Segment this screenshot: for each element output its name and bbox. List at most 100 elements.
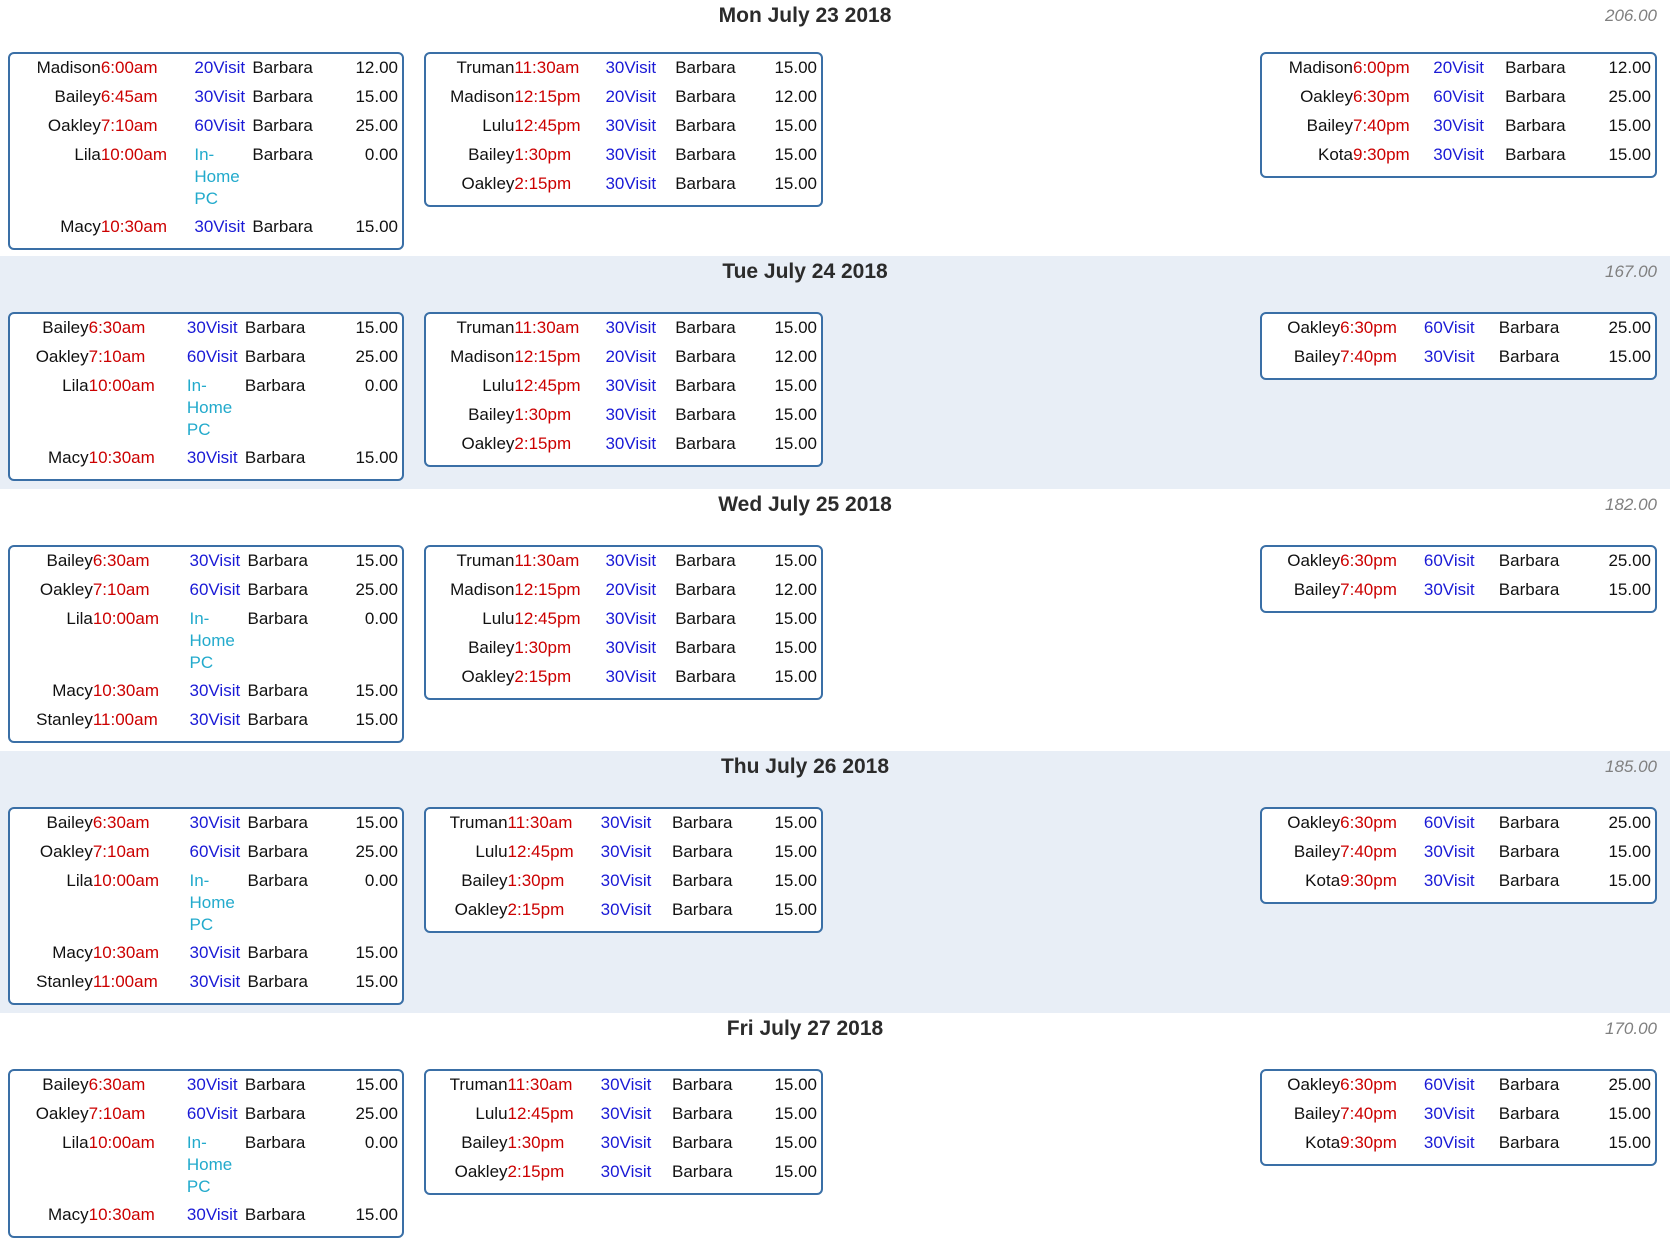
appointment-row[interactable]: Oakley 2:15pm 30Visit Barbara 15.00 [426, 1161, 817, 1190]
service-type[interactable]: 30Visit [1423, 1133, 1475, 1152]
service-type[interactable]: 30Visit [1433, 116, 1484, 135]
service-type[interactable]: 30Visit [194, 87, 246, 106]
service-type[interactable]: 30Visit [600, 1075, 652, 1094]
appointment-time[interactable]: 7:10am [92, 842, 150, 861]
appointment-time[interactable]: 12:45pm [514, 609, 581, 628]
pet-name[interactable]: Oakley [1300, 87, 1353, 106]
pet-name[interactable]: Truman [449, 1075, 508, 1094]
service-type[interactable]: 30Visit [189, 943, 241, 962]
service-type[interactable]: 30Visit [1423, 842, 1475, 861]
appointment-time[interactable]: 11:30am [514, 551, 580, 570]
pet-name[interactable]: Truman [449, 813, 508, 832]
appointment-time[interactable]: 6:30pm [1352, 87, 1410, 106]
appointment-row[interactable]: Macy 10:30am 30Visit Barbara 15.00 [10, 680, 398, 709]
appointment-row[interactable]: Bailey 1:30pm 30Visit Barbara 15.00 [426, 870, 817, 899]
service-type[interactable]: 30Visit [189, 551, 241, 570]
pet-name[interactable]: Bailey [42, 318, 89, 337]
appointment-time[interactable]: 12:45pm [514, 376, 581, 395]
appointment-box-morning[interactable]: Bailey 6:30am 30Visit Barbara 15.00 Oakley 7:1… [8, 807, 404, 1005]
appointment-row[interactable]: Madison 12:15pm 20Visit Barbara 12.00 [426, 346, 817, 375]
appointment-time[interactable]: 9:30pm [1340, 871, 1397, 890]
service-type[interactable]: 30Visit [189, 710, 241, 729]
appointment-row[interactable]: Oakley 7:10am 60Visit Barbara 25.00 [10, 1103, 398, 1132]
service-type[interactable]: 60Visit [189, 580, 241, 599]
pet-name[interactable]: Bailey [42, 1075, 89, 1094]
appointment-row[interactable]: Lulu 12:45pm 30Visit Barbara 15.00 [426, 115, 817, 144]
pet-name[interactable]: Oakley [461, 174, 515, 193]
service-type[interactable]: 30Visit [186, 1205, 238, 1224]
pet-name[interactable]: Oakley [39, 580, 93, 599]
pet-name[interactable]: Lila [66, 609, 93, 628]
appointment-time[interactable]: 2:15pm [507, 900, 565, 919]
appointment-box-midday[interactable]: Truman 11:30am 30Visit Barbara 15.00 Lulu 12:4… [424, 1069, 823, 1195]
pet-name[interactable]: Oakley [454, 1162, 508, 1181]
appointment-time[interactable]: 10:00am [100, 145, 167, 164]
appointment-row[interactable]: Madison 6:00am 20Visit Barbara 12.00 [10, 57, 398, 86]
pet-name[interactable]: Oakley [1287, 551, 1341, 570]
appointment-row[interactable]: Oakley 6:30pm 60Visit Barbara 25.00 [1262, 317, 1651, 346]
appointment-time[interactable]: 6:30pm [1340, 318, 1397, 337]
appointment-row[interactable]: Lila 10:00am In-Home PC Barbara 0.00 [10, 144, 398, 216]
appointment-time[interactable]: 12:15pm [514, 347, 581, 366]
appointment-time[interactable]: 7:40pm [1352, 116, 1410, 135]
service-type[interactable]: 30Visit [1423, 580, 1475, 599]
service-type[interactable]: 30Visit [600, 1162, 652, 1181]
service-type[interactable]: 30Visit [1423, 347, 1475, 366]
pet-name[interactable]: Oakley [35, 1104, 89, 1123]
appointment-row[interactable]: Oakley 2:15pm 30Visit Barbara 15.00 [426, 173, 817, 202]
appointment-row[interactable]: Kota 9:30pm 30Visit Barbara 15.00 [1262, 144, 1651, 173]
pet-name[interactable]: Bailey [468, 638, 515, 657]
appointment-row[interactable]: Lulu 12:45pm 30Visit Barbara 15.00 [426, 375, 817, 404]
appointment-row[interactable]: Oakley 7:10am 60Visit Barbara 25.00 [10, 346, 398, 375]
service-type[interactable]: In-Home PC [194, 145, 240, 208]
service-type[interactable]: 20Visit [605, 87, 657, 106]
appointment-time[interactable]: 2:15pm [514, 667, 572, 686]
service-type[interactable]: In-Home PC [186, 1133, 233, 1196]
appointment-row[interactable]: Lulu 12:45pm 30Visit Barbara 15.00 [426, 608, 817, 637]
appointment-time[interactable]: 6:30am [88, 318, 146, 337]
service-type[interactable]: In-Home PC [189, 871, 235, 934]
appointment-row[interactable]: Oakley 6:30pm 60Visit Barbara 25.00 [1262, 812, 1651, 841]
appointment-box-morning[interactable]: Bailey 6:30am 30Visit Barbara 15.00 Oakley 7:1… [8, 545, 404, 743]
service-type[interactable]: 30Visit [605, 145, 657, 164]
pet-name[interactable]: Oakley [47, 116, 101, 135]
appointment-time[interactable]: 12:15pm [514, 87, 581, 106]
pet-name[interactable]: Lulu [482, 116, 515, 135]
service-type[interactable]: 20Visit [1433, 58, 1484, 77]
appointment-row[interactable]: Oakley 6:30pm 60Visit Barbara 25.00 [1262, 550, 1651, 579]
appointment-box-evening[interactable]: Oakley 6:30pm 60Visit Barbara 25.00 Bailey 7:4… [1260, 545, 1657, 613]
appointment-box-midday[interactable]: Truman 11:30am 30Visit Barbara 15.00 Madison 1… [424, 545, 823, 700]
appointment-box-midday[interactable]: Truman 11:30am 30Visit Barbara 15.00 Lulu 12:4… [424, 807, 823, 933]
appointment-row[interactable]: Bailey 6:30am 30Visit Barbara 15.00 [10, 1074, 398, 1103]
appointment-box-morning[interactable]: Madison 6:00am 20Visit Barbara 12.00 Bailey 6:… [8, 52, 404, 250]
appointment-time[interactable]: 6:00am [100, 58, 158, 77]
service-type[interactable]: 60Visit [189, 842, 241, 861]
service-type[interactable]: 60Visit [194, 116, 246, 135]
service-type[interactable]: 30Visit [605, 318, 657, 337]
pet-name[interactable]: Bailey [1293, 347, 1341, 366]
appointment-row[interactable]: Kota 9:30pm 30Visit Barbara 15.00 [1262, 870, 1651, 899]
appointment-row[interactable]: Bailey 1:30pm 30Visit Barbara 15.00 [426, 144, 817, 173]
appointment-box-evening[interactable]: Madison 6:00pm 20Visit Barbara 12.00 Oakley 6:… [1260, 52, 1657, 178]
appointment-row[interactable]: Macy 10:30am 30Visit Barbara 15.00 [10, 216, 398, 245]
appointment-time[interactable]: 7:10am [88, 1104, 146, 1123]
pet-name[interactable]: Madison [1288, 58, 1353, 77]
service-type[interactable]: 30Visit [600, 813, 652, 832]
appointment-row[interactable]: Oakley 7:10am 60Visit Barbara 25.00 [10, 579, 398, 608]
pet-name[interactable]: Lulu [475, 1104, 508, 1123]
pet-name[interactable]: Bailey [461, 1133, 508, 1152]
appointment-row[interactable]: Stanley 11:00am 30Visit Barbara 15.00 [10, 971, 398, 1000]
pet-name[interactable]: Kota [1305, 871, 1341, 890]
pet-name[interactable]: Macy [52, 943, 93, 962]
appointment-time[interactable]: 6:00pm [1352, 58, 1410, 77]
appointment-row[interactable]: Bailey 7:40pm 30Visit Barbara 15.00 [1262, 1103, 1651, 1132]
appointment-row[interactable]: Oakley 7:10am 60Visit Barbara 25.00 [10, 115, 398, 144]
appointment-time[interactable]: 10:00am [88, 1133, 155, 1152]
pet-name[interactable]: Lila [66, 871, 93, 890]
pet-name[interactable]: Stanley [36, 972, 93, 991]
appointment-row[interactable]: Kota 9:30pm 30Visit Barbara 15.00 [1262, 1132, 1651, 1161]
appointment-row[interactable]: Oakley 6:30pm 60Visit Barbara 25.00 [1262, 1074, 1651, 1103]
pet-name[interactable]: Madison [450, 347, 515, 366]
appointment-time[interactable]: 9:30pm [1340, 1133, 1397, 1152]
appointment-row[interactable]: Oakley 6:30pm 60Visit Barbara 25.00 [1262, 86, 1651, 115]
